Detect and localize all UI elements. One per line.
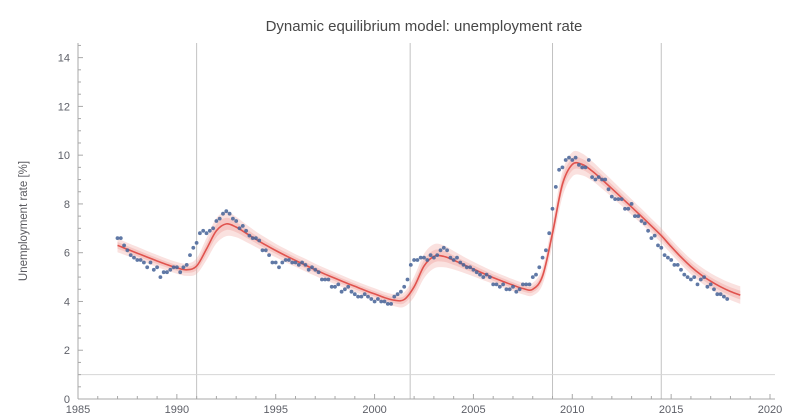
svg-text:4: 4 [64,296,70,308]
svg-text:1995: 1995 [263,404,287,415]
svg-text:2020: 2020 [758,404,782,415]
svg-text:2010: 2010 [560,404,584,415]
svg-text:12: 12 [58,101,70,113]
data-points [115,155,730,306]
chart-layers: 1985 1990 1995 2000 2005 2010 2015 2020 0 2 4 6 8 10 1… [58,43,782,415]
svg-text:8: 8 [64,199,70,211]
svg-text:1990: 1990 [165,404,189,415]
y-axis-label: Unemployment rate [%] [18,161,30,281]
svg-text:14: 14 [58,53,70,65]
svg-text:2015: 2015 [659,404,683,415]
event-lines [196,43,662,399]
confidence-band [117,150,741,308]
svg-text:0: 0 [64,394,70,406]
y-axis: 0 2 4 6 8 10 12 14 [58,43,83,406]
x-axis: 1985 1990 1995 2000 2005 2010 2015 2020 [66,394,782,415]
svg-text:2000: 2000 [362,404,386,415]
chart-title: Dynamic equilibrium model: unemployment … [266,18,583,35]
svg-text:2005: 2005 [461,404,485,415]
svg-text:10: 10 [58,150,70,162]
svg-text:2: 2 [64,345,70,357]
svg-text:6: 6 [64,248,70,260]
svg-text:1985: 1985 [66,404,90,415]
